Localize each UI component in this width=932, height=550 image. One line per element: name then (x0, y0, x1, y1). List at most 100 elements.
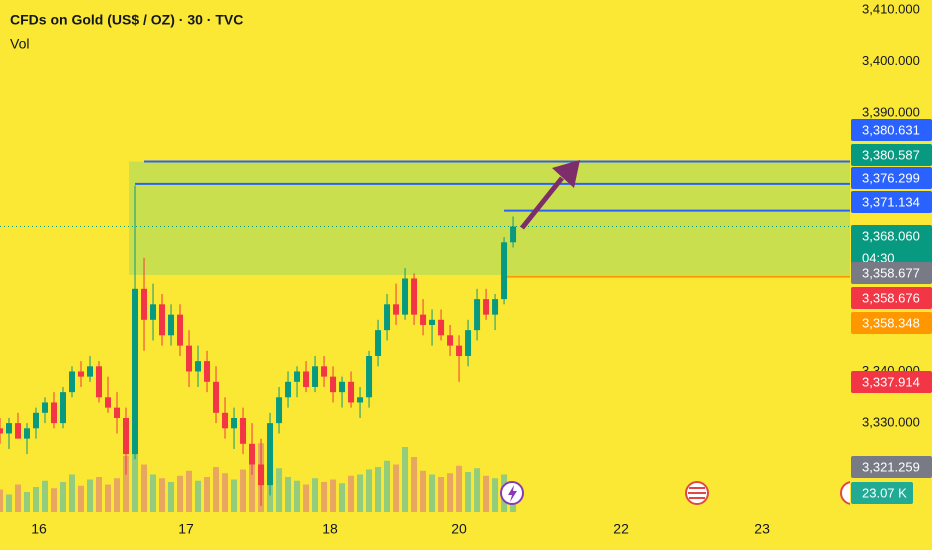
candle-body (510, 226, 517, 243)
volume-bar (114, 478, 121, 512)
candle-body (294, 371, 301, 382)
candle-body (303, 371, 310, 387)
volume-bar (96, 477, 103, 512)
price-label-box (851, 225, 932, 269)
candle-body (42, 402, 49, 413)
candle-body (312, 366, 319, 387)
price-label: 3,337.914 (862, 374, 920, 389)
candle-body (123, 417, 130, 455)
volume-bar (231, 479, 238, 512)
price-label: 3,358.676 (862, 290, 920, 305)
x-tick-label: 20 (451, 521, 467, 537)
volume-bar (357, 474, 364, 512)
target-zone (129, 161, 850, 275)
candle-body (87, 366, 94, 377)
volume-bar (0, 489, 3, 512)
candle-body (213, 381, 220, 413)
candle-body (231, 417, 238, 429)
candle-body (114, 407, 121, 418)
price-label: 3,358.677 (862, 265, 920, 280)
volume-bar (492, 478, 499, 512)
candle-body (150, 304, 157, 320)
candle-body (393, 304, 400, 315)
volume-bar (411, 457, 418, 512)
price-label: 3,380.587 (862, 147, 920, 162)
x-tick-label: 18 (322, 521, 338, 537)
candle-body (51, 402, 58, 424)
candle-body (195, 361, 202, 372)
volume-bar (105, 484, 112, 512)
volume-bar (330, 479, 337, 512)
volume-bar (15, 484, 22, 512)
price-label: 3,380.631 (862, 122, 920, 137)
volume-bar (276, 468, 283, 512)
volume-bar (366, 469, 373, 512)
volume-bar (24, 492, 31, 512)
candle-body (24, 428, 31, 439)
candle-body (267, 423, 274, 486)
x-tick-label: 22 (613, 521, 629, 537)
volume-bar (195, 480, 202, 512)
price-label-box (851, 312, 932, 334)
price-label-box (851, 482, 913, 504)
arrow-shaft (520, 176, 564, 230)
price-label-box (851, 287, 932, 309)
candle-body (321, 366, 328, 377)
price-label-box (851, 119, 932, 141)
volume-bar (348, 475, 355, 512)
volume-bar (240, 469, 247, 512)
candle-body (402, 278, 409, 315)
y-tick-label: 3,390.000 (862, 105, 920, 120)
volume-bar (303, 484, 310, 512)
chart-title: CFDs on Gold (US$ / OZ) · 30 · TVC (10, 12, 243, 28)
candle-body (78, 371, 85, 377)
volume-bar (51, 488, 58, 512)
volume-bar (78, 485, 85, 512)
volume-bar (42, 480, 49, 512)
price-label: 3,368.060 (862, 228, 920, 243)
candle-body (411, 278, 418, 315)
volume-bar (177, 475, 184, 512)
candle-body (474, 299, 481, 331)
candle-body (330, 376, 337, 393)
volume-bar (321, 482, 328, 512)
candle-body (249, 443, 256, 465)
volume-bar (87, 479, 94, 512)
trend-arrow (520, 160, 580, 230)
volume-bar (312, 478, 319, 512)
volume-bar (222, 473, 229, 512)
x-tick-label: 17 (178, 521, 194, 537)
volume-bar (339, 483, 346, 512)
y-tick-label: 3,400.000 (862, 53, 920, 68)
volume-bar (420, 470, 427, 512)
candle-body (339, 381, 346, 393)
volume-bar (249, 459, 256, 512)
candle-body (15, 423, 22, 439)
candle-body (357, 397, 364, 403)
event-icon-bolt (508, 485, 517, 502)
candle-body (222, 412, 229, 429)
y-tick-label: 3,330.000 (862, 415, 920, 430)
candle-body (204, 361, 211, 382)
volume-bar (141, 464, 148, 512)
candle-body (438, 319, 445, 336)
x-tick-label: 23 (754, 521, 770, 537)
volume-bar (6, 494, 13, 512)
volume-bar (393, 464, 400, 512)
volume-bar (159, 478, 166, 512)
price-label-box (851, 262, 932, 284)
x-tick-label: 16 (31, 521, 47, 537)
volume-bar (123, 455, 130, 512)
candle-body (105, 397, 112, 408)
volume-bar (483, 475, 490, 512)
candle-body (285, 381, 292, 398)
volume-bar (150, 474, 157, 512)
candle-body (483, 299, 490, 315)
price-label-box (851, 456, 932, 478)
volume-bar (456, 465, 463, 512)
volume-bar (186, 470, 193, 512)
volume-bar (375, 467, 382, 512)
countdown: 04:30 (862, 250, 895, 265)
